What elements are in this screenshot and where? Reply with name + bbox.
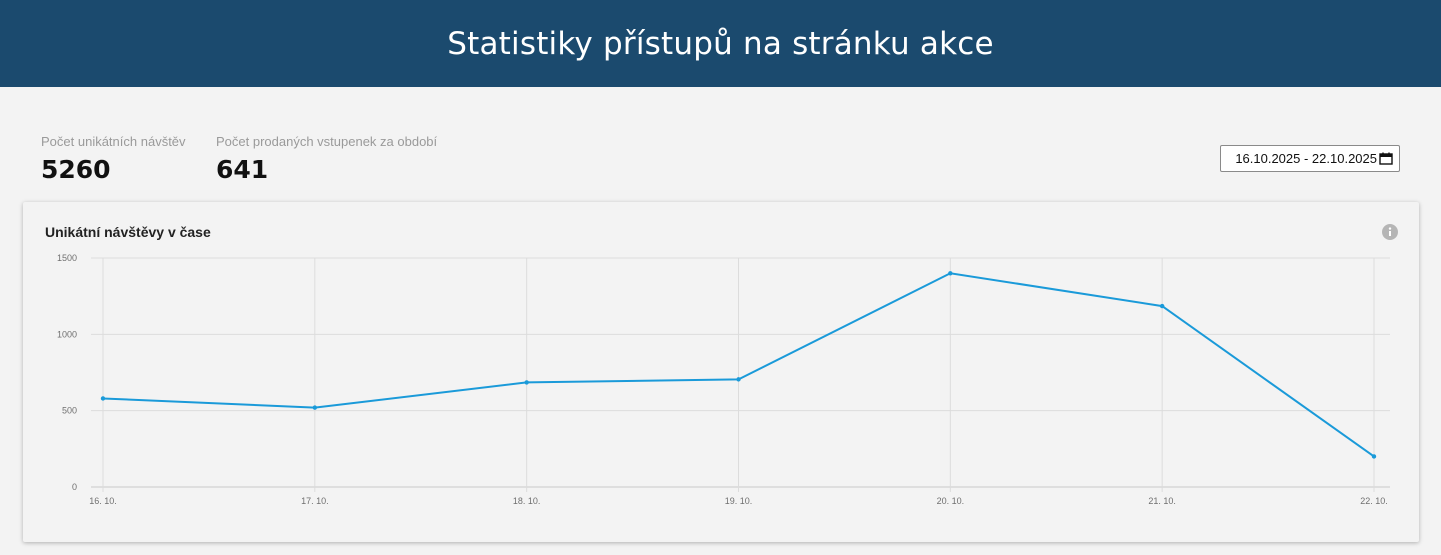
y-tick-label: 1000 (57, 329, 77, 339)
y-tick-label: 1500 (57, 253, 77, 263)
data-point[interactable] (100, 396, 106, 401)
tickets-sold-label: Počet prodaných vstupenek za období (216, 134, 438, 149)
tickets-sold-value: 641 (216, 155, 269, 184)
x-tick-label: 16. 10. (89, 496, 117, 506)
visits-line-chart: 0 500 1000 1500 16. 10. 17. 10. 18. 10. 19. 10.… (57, 253, 1390, 506)
x-tick-label: 19. 10. (725, 496, 753, 506)
x-tick-label: 22. 10. (1360, 496, 1388, 506)
date-range-picker[interactable]: 16.10.2025 - 22.10.2025 (1220, 145, 1400, 172)
y-tick-label: 500 (62, 406, 77, 416)
unique-visits-stat: Počet unikátních návštěv 5260 (41, 134, 186, 184)
data-point[interactable] (312, 405, 318, 410)
page-title: Statistiky přístupů na stránku akce (447, 25, 994, 62)
unique-visits-value: 5260 (41, 155, 111, 184)
x-tick-label: 17. 10. (301, 496, 329, 506)
data-point[interactable] (524, 380, 529, 385)
y-tick-label: 0 (72, 482, 77, 492)
tickets-sold-stat: Počet prodaných vstupenek za období 641 (216, 134, 437, 184)
info-icon[interactable] (1382, 224, 1398, 240)
unique-visits-label: Počet unikátních návštěv (41, 134, 186, 149)
chart-title: Unikátní návštěvy v čase (45, 224, 211, 240)
data-point[interactable] (736, 377, 741, 382)
x-tick-label: 20. 10. (937, 496, 965, 506)
data-point[interactable] (1159, 303, 1165, 309)
data-point[interactable] (1371, 454, 1377, 459)
data-point[interactable] (948, 271, 953, 276)
page-header: Statistiky přístupů na stránku akce (0, 0, 1441, 87)
visits-chart-card: Unikátní návštěvy v čase 0 500 1000 1500 16.… (23, 202, 1419, 542)
x-tick-label: 21. 10. (1148, 496, 1176, 506)
x-tick-label: 18. 10. (513, 496, 541, 506)
calendar-icon[interactable] (1379, 152, 1393, 165)
date-range-value[interactable]: 16.10.2025 - 22.10.2025 (1235, 151, 1377, 166)
